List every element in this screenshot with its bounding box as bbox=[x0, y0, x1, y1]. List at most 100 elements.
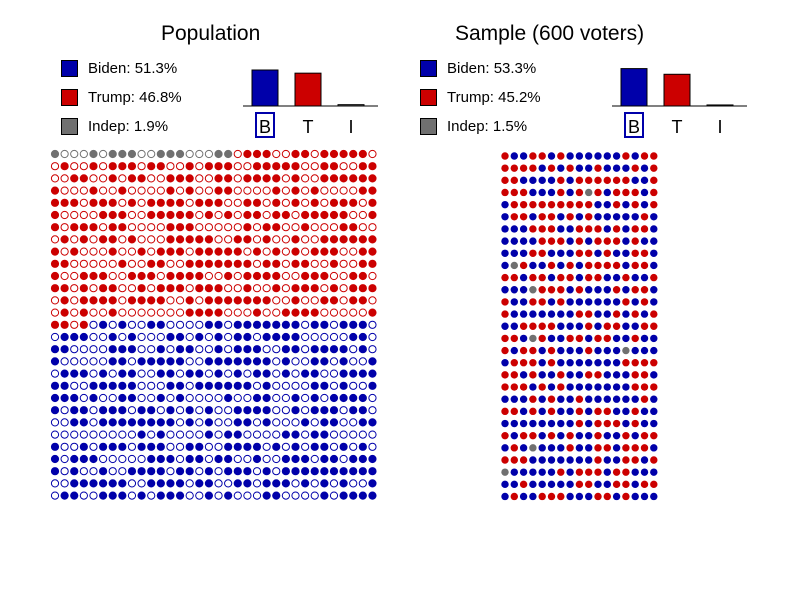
biden-dot bbox=[320, 491, 329, 500]
trump-dot bbox=[243, 235, 252, 244]
trump-dot bbox=[557, 176, 565, 185]
biden-dot bbox=[622, 249, 630, 257]
biden-dot bbox=[118, 418, 127, 427]
biden-dot bbox=[368, 479, 377, 488]
trump-dot bbox=[519, 346, 528, 355]
biden-dot bbox=[519, 371, 528, 379]
trump-dot bbox=[50, 198, 60, 207]
biden-dot bbox=[272, 393, 281, 403]
trump-dot bbox=[175, 186, 185, 195]
biden-dot bbox=[147, 393, 156, 403]
trump-dot bbox=[640, 152, 649, 160]
indep-dot bbox=[529, 334, 537, 343]
biden-dot bbox=[339, 442, 348, 451]
trump-dot bbox=[640, 480, 649, 489]
biden-dot bbox=[156, 406, 165, 415]
biden-dot bbox=[339, 393, 348, 403]
trump-dot bbox=[108, 198, 117, 207]
trump-dot bbox=[622, 456, 630, 464]
trump-dot bbox=[156, 174, 165, 183]
trump-dot bbox=[127, 210, 137, 220]
biden-dot bbox=[166, 357, 175, 366]
biden-dot bbox=[195, 393, 204, 403]
trump-dot bbox=[118, 198, 127, 207]
trump-dot bbox=[233, 174, 242, 183]
trump-dot bbox=[195, 247, 204, 256]
biden-dot bbox=[510, 480, 518, 489]
biden-dot bbox=[368, 467, 377, 476]
biden-dot bbox=[252, 320, 262, 329]
indep-dot bbox=[127, 149, 137, 159]
biden-dot bbox=[156, 430, 165, 439]
trump-dot bbox=[166, 259, 175, 268]
biden-dot bbox=[547, 480, 556, 489]
biden-dot bbox=[510, 431, 518, 440]
trump-dot bbox=[60, 284, 69, 293]
trump-dot bbox=[89, 235, 98, 244]
trump-dot bbox=[538, 273, 546, 282]
trump-dot bbox=[147, 284, 156, 293]
biden-dot bbox=[594, 359, 602, 367]
biden-dot bbox=[320, 479, 329, 488]
biden-dot bbox=[204, 442, 214, 451]
trump-dot bbox=[224, 296, 233, 305]
biden-dot bbox=[281, 393, 290, 403]
biden-dot bbox=[79, 381, 88, 390]
trump-dot bbox=[243, 186, 252, 195]
biden-dot bbox=[329, 479, 339, 488]
trump-dot bbox=[60, 198, 69, 207]
biden-dot bbox=[612, 249, 621, 257]
trump-dot bbox=[622, 273, 630, 282]
trump-dot bbox=[70, 174, 79, 183]
biden-dot bbox=[185, 345, 194, 354]
trump-dot bbox=[301, 162, 310, 171]
biden-dot bbox=[127, 320, 137, 329]
biden-dot bbox=[519, 225, 528, 233]
biden-dot bbox=[118, 467, 127, 476]
biden-dot bbox=[175, 479, 185, 488]
trump-dot bbox=[291, 223, 300, 232]
biden-dot bbox=[368, 357, 377, 366]
biden-dot bbox=[79, 369, 88, 378]
biden-dot bbox=[547, 444, 556, 452]
biden-dot bbox=[640, 164, 649, 172]
biden-dot bbox=[60, 454, 69, 464]
biden-dot bbox=[349, 454, 358, 464]
trump-dot bbox=[557, 188, 565, 197]
trump-dot bbox=[329, 223, 339, 232]
biden-dot bbox=[185, 491, 194, 500]
biden-dot bbox=[50, 479, 60, 488]
indep-dot bbox=[156, 149, 165, 159]
trump-dot bbox=[631, 261, 639, 270]
biden-dot bbox=[204, 467, 214, 476]
biden-dot bbox=[89, 442, 98, 451]
sample-legend-trump: Trump: 45.2% bbox=[420, 89, 541, 106]
trump-dot bbox=[252, 271, 262, 281]
biden-dot bbox=[89, 381, 98, 390]
trump-dot bbox=[108, 259, 117, 268]
biden-dot bbox=[166, 479, 175, 488]
biden-dot bbox=[650, 407, 658, 416]
trump-dot bbox=[538, 322, 546, 330]
biden-dot bbox=[79, 345, 88, 354]
biden-dot bbox=[147, 345, 156, 354]
trump-dot bbox=[281, 198, 290, 207]
trump-dot bbox=[349, 247, 358, 256]
trump-dot bbox=[557, 492, 565, 501]
biden-dot bbox=[501, 213, 509, 221]
biden-dot bbox=[349, 357, 358, 366]
trump-dot bbox=[108, 174, 117, 183]
trump-dot bbox=[501, 152, 509, 160]
biden-dot bbox=[99, 479, 108, 488]
biden-dot bbox=[60, 479, 69, 488]
biden-dot bbox=[501, 492, 509, 501]
indep-dot bbox=[529, 286, 537, 294]
trump-dot bbox=[529, 395, 537, 403]
indep-dot bbox=[137, 149, 146, 159]
biden-dot bbox=[175, 491, 185, 500]
biden-dot bbox=[185, 454, 194, 464]
trump-dot bbox=[166, 284, 175, 293]
biden-dot bbox=[575, 213, 584, 221]
trump-dot bbox=[262, 210, 271, 220]
biden-dot bbox=[510, 322, 518, 330]
